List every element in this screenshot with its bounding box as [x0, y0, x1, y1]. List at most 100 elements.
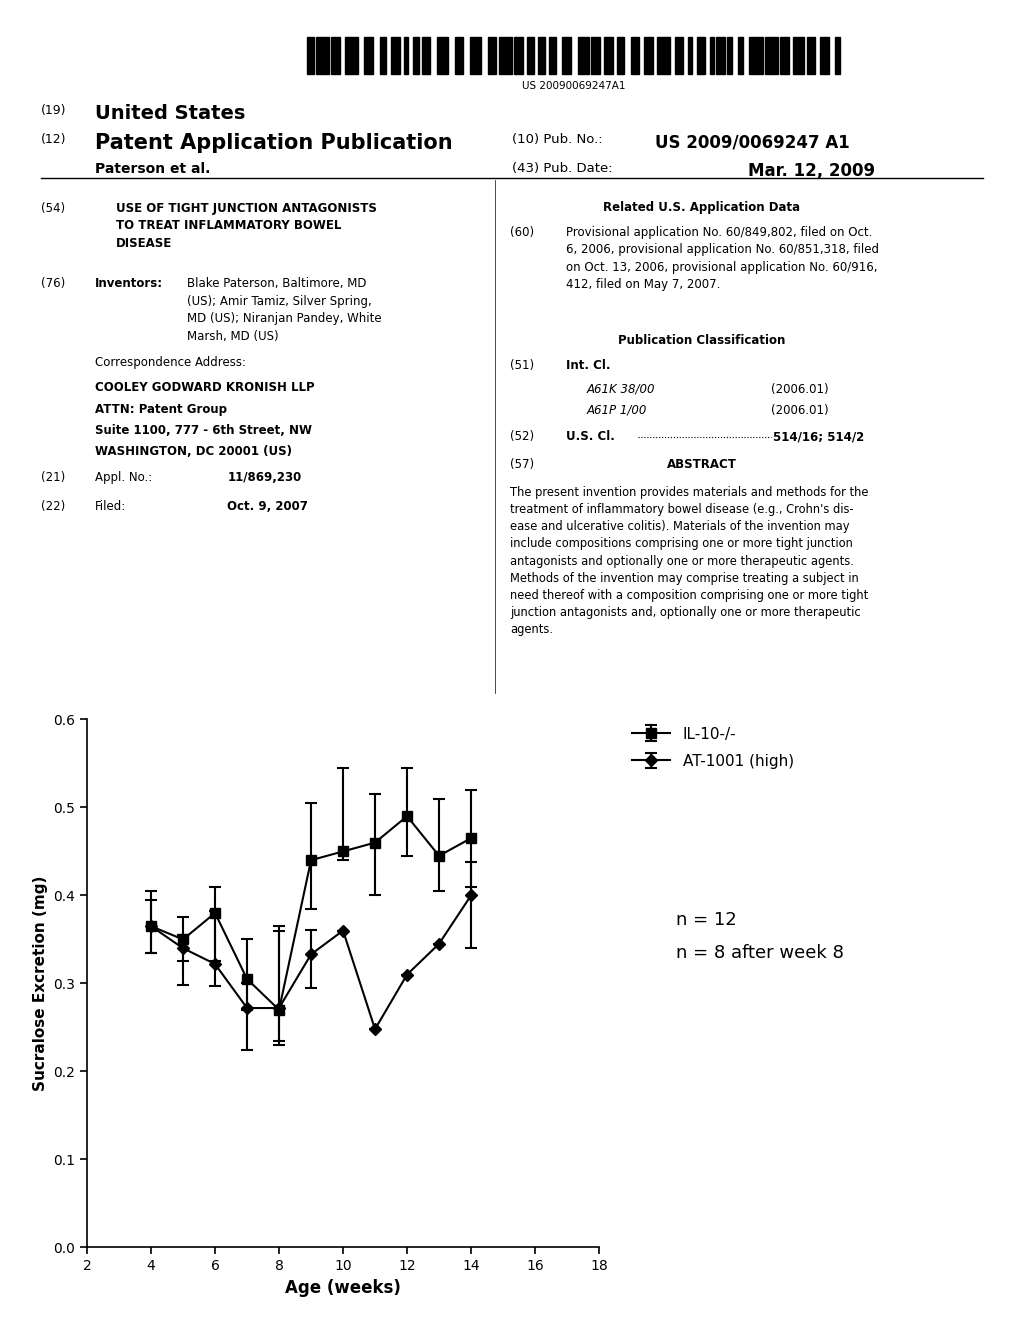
Text: US 20090069247A1: US 20090069247A1	[521, 81, 626, 91]
Bar	[648, 37, 652, 74]
Text: n = 12: n = 12	[676, 911, 736, 929]
X-axis label: Age (weeks): Age (weeks)	[285, 1279, 401, 1296]
Bar	[681, 37, 683, 74]
Bar	[786, 37, 790, 74]
Bar	[688, 37, 690, 74]
Bar	[334, 37, 340, 74]
Bar	[675, 37, 681, 74]
Text: Inventors:: Inventors:	[95, 277, 164, 290]
Text: Suite 1100, 777 - 6th Street, NW: Suite 1100, 777 - 6th Street, NW	[95, 424, 312, 437]
Bar	[391, 37, 395, 74]
Bar	[794, 37, 800, 74]
Bar	[771, 37, 778, 74]
Bar	[727, 37, 730, 74]
Bar	[404, 37, 407, 74]
Bar	[710, 37, 712, 74]
Bar	[800, 37, 805, 74]
Text: ABSTRACT: ABSTRACT	[667, 458, 736, 471]
Text: Filed:: Filed:	[95, 500, 127, 513]
Bar	[644, 37, 648, 74]
Bar	[712, 37, 715, 74]
Bar	[585, 37, 589, 74]
Bar	[424, 37, 430, 74]
Bar	[657, 37, 664, 74]
Bar	[413, 37, 417, 74]
Bar	[604, 37, 608, 74]
Bar	[578, 37, 585, 74]
Text: (43) Pub. Date:: (43) Pub. Date:	[512, 162, 612, 176]
Bar	[489, 37, 497, 74]
Text: (57): (57)	[510, 458, 535, 471]
Text: A61P 1/00: A61P 1/00	[587, 404, 647, 417]
Bar	[459, 37, 464, 74]
Bar	[529, 37, 534, 74]
Text: n = 8 after week 8: n = 8 after week 8	[676, 944, 844, 962]
Bar	[407, 37, 409, 74]
Text: Blake Paterson, Baltimore, MD
(US); Amir Tamiz, Silver Spring,
MD (US); Niranjan: Blake Paterson, Baltimore, MD (US); Amir…	[187, 277, 382, 343]
Bar	[505, 37, 512, 74]
Bar	[622, 37, 624, 74]
Text: Provisional application No. 60/849,802, filed on Oct.
6, 2006, provisional appli: Provisional application No. 60/849,802, …	[566, 226, 880, 292]
Bar	[487, 37, 489, 74]
Text: The present invention provides materials and methods for the
treatment of inflam: The present invention provides materials…	[510, 486, 868, 636]
Bar	[516, 37, 523, 74]
Bar	[591, 37, 595, 74]
Bar	[822, 37, 828, 74]
Bar	[371, 37, 373, 74]
Bar	[323, 37, 329, 74]
Bar	[474, 37, 481, 74]
Text: USE OF TIGHT JUNCTION ANTAGONISTS
TO TREAT INFLAMMATORY BOWEL
DISEASE: USE OF TIGHT JUNCTION ANTAGONISTS TO TRE…	[116, 202, 377, 249]
Bar	[696, 37, 703, 74]
Bar	[807, 37, 813, 74]
Text: (52): (52)	[510, 430, 535, 444]
Bar	[703, 37, 706, 74]
Bar	[380, 37, 384, 74]
Bar	[690, 37, 692, 74]
Bar	[664, 37, 671, 74]
Bar	[750, 37, 756, 74]
Bar	[756, 37, 763, 74]
Bar	[820, 37, 822, 74]
Text: (22): (22)	[41, 500, 66, 513]
Text: Oct. 9, 2007: Oct. 9, 2007	[227, 500, 308, 513]
Bar	[443, 37, 449, 74]
Bar	[836, 37, 840, 74]
Bar	[422, 37, 424, 74]
Bar	[395, 37, 399, 74]
Bar	[617, 37, 622, 74]
Text: US 2009/0069247 A1: US 2009/0069247 A1	[655, 133, 850, 152]
Bar	[345, 37, 351, 74]
Text: Appl. No.:: Appl. No.:	[95, 471, 153, 484]
Text: (21): (21)	[41, 471, 66, 484]
Bar	[765, 37, 771, 74]
Bar	[552, 37, 556, 74]
Bar	[351, 37, 357, 74]
Y-axis label: Sucralose Excretion (mg): Sucralose Excretion (mg)	[33, 875, 48, 1092]
Bar	[569, 37, 571, 74]
Legend: IL-10-/-, AT-1001 (high): IL-10-/-, AT-1001 (high)	[632, 727, 794, 770]
Text: Int. Cl.: Int. Cl.	[566, 359, 610, 372]
Bar	[332, 37, 334, 74]
Bar	[455, 37, 459, 74]
Bar	[539, 37, 543, 74]
Text: United States: United States	[95, 104, 246, 123]
Bar	[608, 37, 613, 74]
Bar	[514, 37, 516, 74]
Bar	[730, 37, 732, 74]
Text: (51): (51)	[510, 359, 535, 372]
Text: Patent Application Publication: Patent Application Publication	[95, 133, 453, 153]
Bar	[499, 37, 505, 74]
Text: 514/16; 514/2: 514/16; 514/2	[773, 430, 864, 444]
Text: (10) Pub. No.:: (10) Pub. No.:	[512, 133, 603, 147]
Bar	[740, 37, 742, 74]
Text: Mar. 12, 2009: Mar. 12, 2009	[748, 162, 874, 181]
Text: (76): (76)	[41, 277, 66, 290]
Bar	[635, 37, 639, 74]
Bar	[549, 37, 552, 74]
Text: Related U.S. Application Data: Related U.S. Application Data	[603, 201, 800, 214]
Bar	[384, 37, 386, 74]
Text: COOLEY GODWARD KRONISH LLP: COOLEY GODWARD KRONISH LLP	[95, 381, 314, 395]
Text: Publication Classification: Publication Classification	[617, 334, 785, 347]
Bar	[307, 37, 313, 74]
Text: (2006.01): (2006.01)	[771, 383, 828, 396]
